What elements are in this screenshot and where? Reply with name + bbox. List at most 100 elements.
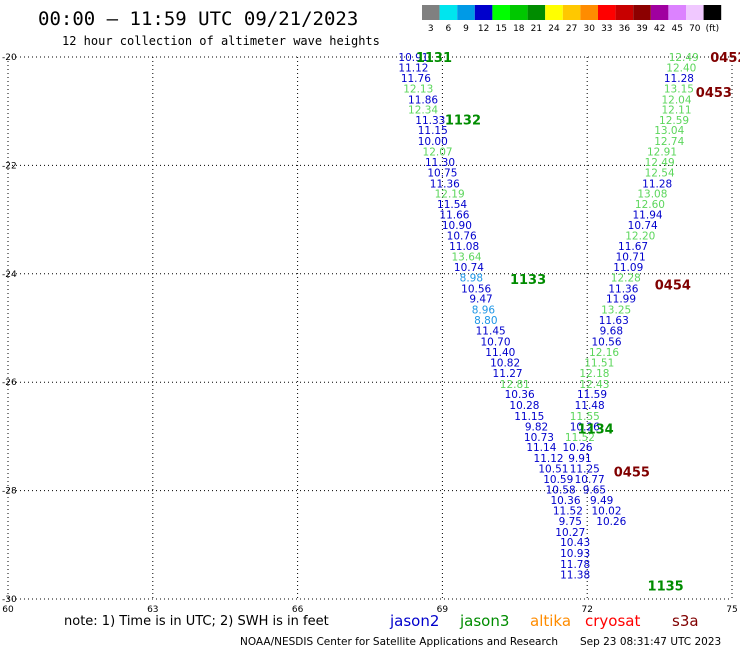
wave-height-value: 8.80 — [474, 315, 497, 327]
satellite-legend-item: s3a — [672, 612, 699, 630]
x-tick-label: 69 — [437, 605, 449, 615]
satellite-legend-item: jason2 — [389, 612, 439, 630]
wave-height-value: 10.56 — [591, 337, 621, 349]
colorbar-swatch — [580, 5, 598, 20]
chart-subtitle: 12 hour collection of altimeter wave hei… — [62, 34, 380, 48]
colorbar-label: 12 — [478, 24, 489, 34]
colorbar-label: 39 — [636, 24, 648, 34]
wave-height-value: 12.49 — [645, 157, 675, 169]
x-tick-label: 63 — [147, 605, 158, 615]
pass-label: 0455 — [614, 466, 650, 481]
wave-height-value: 11.30 — [425, 157, 455, 169]
wave-height-value: 11.48 — [575, 400, 605, 412]
wave-height-value: 11.76 — [401, 73, 431, 85]
wave-height-value: 11.36 — [430, 178, 460, 190]
colorbar-swatch — [510, 5, 528, 20]
wave-height-value: 10.43 — [560, 537, 590, 549]
wave-height-value: 12.07 — [423, 146, 453, 158]
colorbar-swatch — [668, 5, 686, 20]
colorbar-label: 45 — [671, 24, 682, 34]
wave-height-value: 11.15 — [514, 411, 544, 423]
satellite-legend: jason2 jason3 altika cryosat s3a — [389, 612, 699, 630]
colorbar-swatch — [474, 5, 493, 20]
chart-title: 00:00 – 11:59 UTC 09/21/2023 — [38, 8, 358, 30]
y-tick-label: -28 — [2, 487, 17, 497]
wave-height-value: 12.28 — [611, 273, 641, 285]
wave-height-value: 11.99 — [606, 294, 636, 306]
wave-height-value: 11.63 — [599, 315, 629, 327]
wave-height-value: 11.14 — [526, 442, 556, 454]
x-tick-label: 72 — [581, 605, 592, 615]
colorbar-swatch — [650, 5, 669, 20]
wave-height-value: 12.18 — [579, 368, 609, 380]
y-tick-label: -20 — [2, 53, 17, 63]
footer-timestamp: Sep 23 08:31:47 UTC 2023 — [580, 636, 721, 648]
wave-height-value: 11.67 — [618, 241, 648, 253]
wave-height-value: 10.26 — [596, 516, 626, 528]
wave-height-value: 12.16 — [589, 347, 619, 359]
satellite-legend-item: jason3 — [459, 612, 509, 630]
wave-height-value: 10.56 — [461, 283, 491, 295]
wave-height-value: 8.96 — [472, 305, 496, 317]
pass-label: 1132 — [445, 113, 481, 128]
colorbar-label: 36 — [619, 24, 631, 34]
wave-height-value: 12.11 — [661, 105, 691, 117]
wave-height-value: 10.82 — [490, 358, 520, 370]
colorbar-label: 21 — [531, 24, 542, 34]
colorbar-label: 15 — [495, 24, 506, 34]
wave-height-value: 13.15 — [664, 83, 694, 95]
wave-height-value: 10.28 — [509, 400, 539, 412]
colorbar-swatch — [562, 5, 581, 20]
wave-height-value: 12.81 — [500, 379, 530, 391]
wave-height-value: 10.26 — [570, 422, 600, 434]
wave-height-value: 12.13 — [403, 83, 433, 95]
y-tick-label: -24 — [2, 270, 17, 280]
wave-height-value: 12.54 — [645, 167, 675, 179]
colorbar-label: 70 — [689, 24, 701, 34]
wave-height-value: 10.74 — [628, 220, 658, 232]
wave-height-value: 12.34 — [408, 105, 438, 117]
y-tick-label: -30 — [2, 595, 17, 605]
pass-label: 0453 — [696, 86, 732, 101]
wave-height-value: 10.36 — [550, 495, 580, 507]
wave-height-value: 12.19 — [435, 189, 465, 201]
x-tick-label: 60 — [2, 605, 14, 615]
colorbar-label: 24 — [548, 24, 560, 34]
colorbar-label: 33 — [601, 24, 612, 34]
wave-height-value: 10.02 — [591, 506, 621, 518]
wave-height-value: 11.12 — [534, 453, 564, 465]
wave-height-value: 9.91 — [568, 453, 591, 465]
wave-height-value: 11.38 — [560, 570, 590, 582]
grid-lines — [7, 56, 733, 600]
colorbar-swatch — [422, 5, 440, 20]
wave-height-value: 12.20 — [625, 230, 655, 242]
wave-height-value: 9.49 — [590, 495, 613, 507]
wave-height-value: 11.86 — [408, 94, 438, 106]
colorbar: 3 6 9 12 15 18 21 24 27 30 33 36 39 42 45 70 (ft) — [422, 5, 722, 34]
colorbar-swatch — [527, 5, 546, 20]
colorbar-label: 27 — [566, 24, 577, 34]
wave-height-value: 12.04 — [661, 94, 691, 106]
wave-height-value: 11.59 — [577, 389, 607, 401]
wave-height-value: 11.12 — [398, 62, 428, 74]
wave-height-value: 11.52 — [553, 506, 583, 518]
wave-height-value: 10.90 — [442, 220, 472, 232]
wave-height-value: 12.49 — [669, 52, 699, 64]
wave-height-value: 13.64 — [452, 251, 482, 263]
pass-label: 1135 — [648, 579, 684, 594]
colorbar-swatch — [439, 5, 458, 20]
pass-label: 0454 — [655, 279, 691, 294]
wave-height-value: 12.74 — [654, 136, 684, 148]
wave-height-value: 10.91 — [398, 52, 428, 64]
satellite-legend-item: altika — [530, 612, 571, 630]
colorbar-label: 3 — [428, 24, 434, 34]
wave-height-value: 10.74 — [454, 262, 484, 274]
wave-height-value: 11.28 — [664, 73, 694, 85]
wave-height-value: 10.36 — [505, 389, 535, 401]
wave-height-value: 12.40 — [666, 62, 696, 74]
wave-height-value: 13.25 — [601, 305, 631, 317]
pass-label: 1133 — [510, 273, 546, 288]
units-note: note: 1) Time is in UTC; 2) SWH is in fe… — [64, 614, 329, 629]
wave-height-value: 9.68 — [600, 326, 623, 338]
